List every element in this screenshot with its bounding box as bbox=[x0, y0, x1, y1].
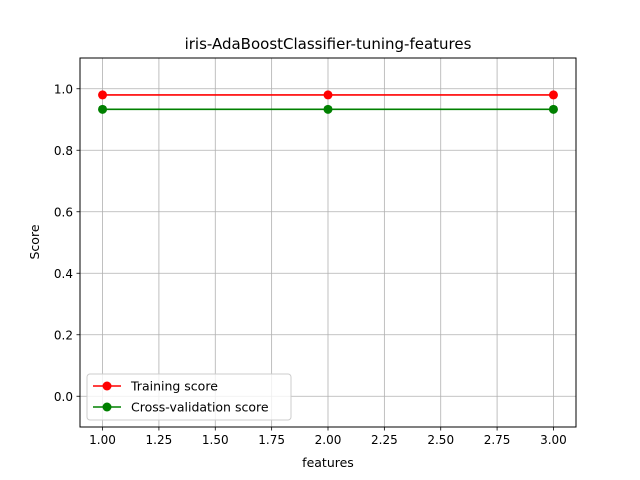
chart-title: iris-AdaBoostClassifier-tuning-features bbox=[185, 35, 472, 53]
legend-item: Cross-validation score bbox=[93, 400, 269, 415]
x-tick-label: 1.25 bbox=[146, 433, 173, 447]
legend-marker bbox=[102, 381, 112, 391]
legend-marker bbox=[102, 402, 112, 412]
x-axis-ticks: 1.00 1.25 1.50 1.75 2.00 2.25 2.50 2.75 3.00 bbox=[89, 427, 567, 447]
legend-box bbox=[86, 373, 292, 421]
data-point bbox=[98, 90, 108, 100]
x-tick-label: 1.00 bbox=[89, 433, 116, 447]
y-tick-label: 0.4 bbox=[54, 267, 73, 281]
x-tick-label: 2.75 bbox=[484, 433, 511, 447]
data-point bbox=[323, 104, 333, 114]
legend-label: Cross-validation score bbox=[131, 400, 269, 415]
series-layer bbox=[98, 90, 558, 114]
y-tick-label: 0.8 bbox=[54, 144, 73, 158]
x-tick-label: 2.50 bbox=[427, 433, 454, 447]
legend-item: Training score bbox=[93, 379, 218, 394]
y-axis-ticks: 0.0 0.2 0.4 0.6 0.8 1.0 bbox=[54, 82, 80, 404]
legend: Training score Cross-validation score bbox=[86, 373, 292, 421]
series-0 bbox=[98, 90, 558, 100]
data-point bbox=[548, 90, 558, 100]
data-point bbox=[98, 104, 108, 114]
grid bbox=[80, 58, 576, 427]
data-point bbox=[323, 90, 333, 100]
x-axis-label: features bbox=[302, 455, 354, 470]
x-tick-label: 3.00 bbox=[540, 433, 567, 447]
series-1 bbox=[98, 104, 558, 114]
x-tick-label: 1.75 bbox=[258, 433, 285, 447]
y-tick-label: 0.6 bbox=[54, 205, 73, 219]
y-tick-label: 0.2 bbox=[54, 328, 73, 342]
x-tick-label: 2.00 bbox=[315, 433, 342, 447]
data-point bbox=[548, 104, 558, 114]
legend-label: Training score bbox=[130, 379, 218, 394]
y-tick-label: 0.0 bbox=[54, 390, 73, 404]
y-axis-label: Score bbox=[27, 224, 42, 259]
x-tick-label: 1.50 bbox=[202, 433, 229, 447]
y-tick-label: 1.0 bbox=[54, 82, 73, 96]
x-tick-label: 2.25 bbox=[371, 433, 398, 447]
